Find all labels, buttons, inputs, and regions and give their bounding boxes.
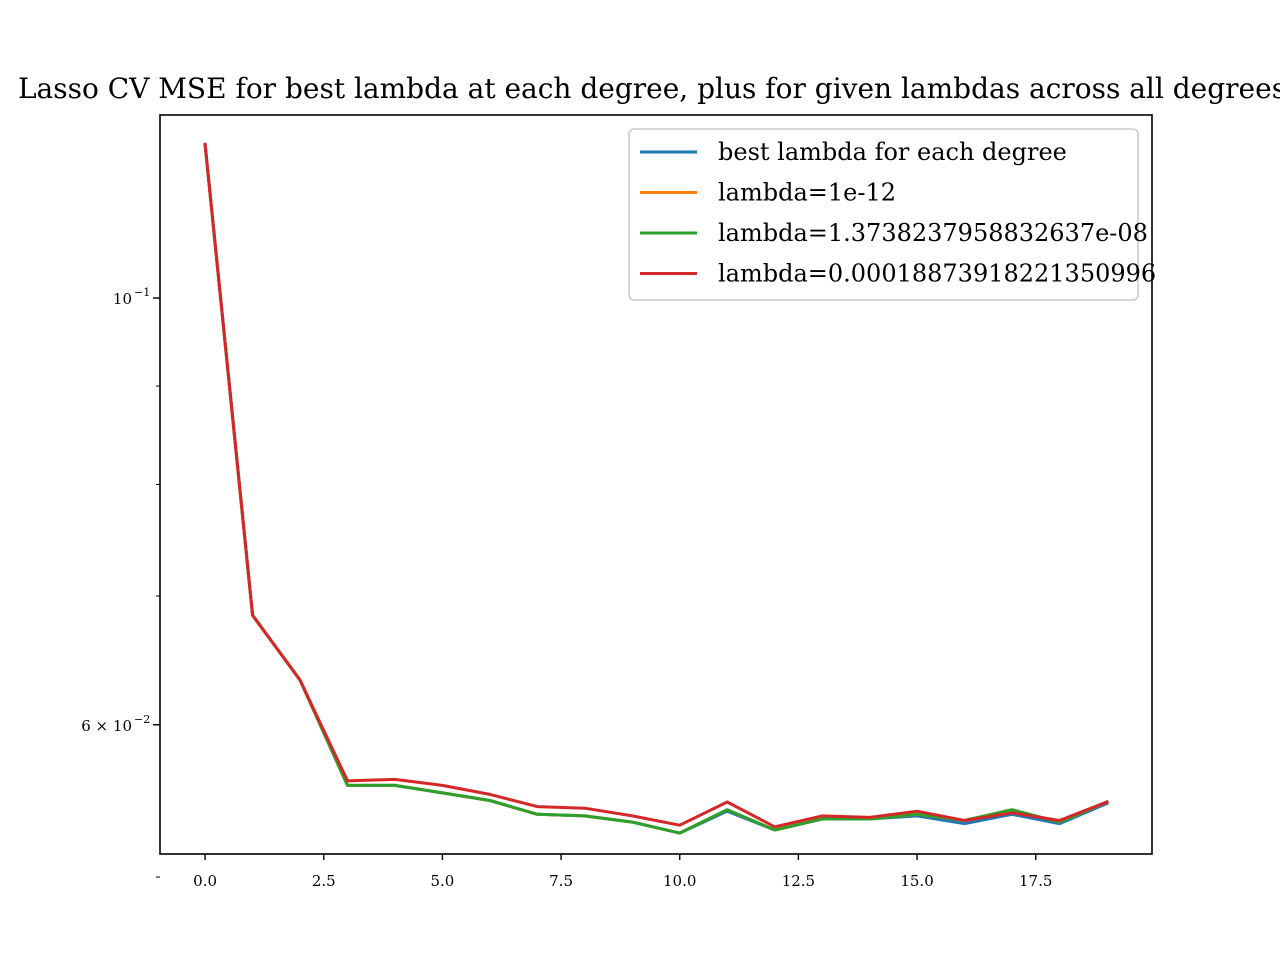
- y-tick-exponent: −2: [134, 713, 150, 726]
- x-tick-label: 10.0: [663, 872, 696, 890]
- x-tick-label: 12.5: [782, 872, 815, 890]
- legend-label-3: lambda=0.00018873918221350996: [718, 260, 1156, 288]
- series-line-3: [203, 142, 1109, 829]
- y-tick-base: 10: [113, 717, 132, 735]
- x-axis: 0.0 2.5 5.0 7.5 10.0 12.5 15.0 17.5: [193, 854, 1052, 890]
- y-tick-base: 10: [113, 290, 132, 308]
- x-tick-label: 15.0: [900, 872, 933, 890]
- series-layer: [203, 142, 1109, 835]
- y-tick-exponent: −1: [134, 286, 150, 299]
- y-axis: 10 −16 × 10 −2: [81, 286, 160, 878]
- x-tick-label: 7.5: [549, 872, 573, 890]
- x-tick-label: 0.0: [193, 872, 217, 890]
- legend-label-0: best lambda for each degree: [718, 138, 1067, 166]
- chart-title: Lasso CV MSE for best lambda at each deg…: [18, 72, 1280, 105]
- legend-items: best lambda for each degree lambda=1e-12 l…: [640, 138, 1156, 288]
- legend-label-1: lambda=1e-12: [718, 179, 896, 207]
- x-tick-label: 17.5: [1019, 872, 1052, 890]
- x-tick-label: 2.5: [312, 872, 336, 890]
- y-tick-label: 6 × 10: [81, 717, 132, 735]
- x-tick-label: 5.0: [430, 872, 454, 890]
- legend: best lambda for each degree lambda=1e-12 l…: [628, 128, 1156, 301]
- legend-label-2: lambda=1.3738237958832637e-08: [718, 219, 1148, 247]
- y-tick-label: 10: [113, 290, 132, 308]
- legend-box: [628, 128, 1139, 301]
- y-tick-prefix: 6 ×: [81, 717, 113, 735]
